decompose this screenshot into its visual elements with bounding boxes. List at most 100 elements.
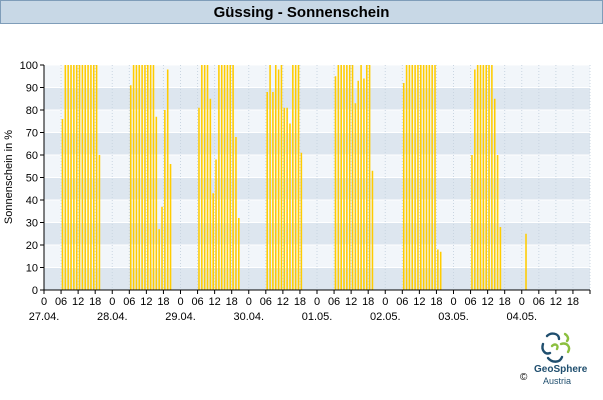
hour-tick-label: 0 (450, 296, 456, 308)
sunshine-bar (289, 123, 291, 290)
sunshine-bar (87, 65, 89, 290)
sunshine-bar (417, 65, 419, 290)
day-tick-label: 03.05. (438, 311, 469, 323)
sunshine-bar (78, 65, 81, 290)
background-band (44, 65, 590, 88)
sunshine-bar (84, 65, 87, 290)
hour-tick-label: 12 (482, 296, 494, 308)
sunshine-bar (428, 65, 431, 290)
sunshine-bar (340, 65, 342, 290)
sunshine-bar (206, 65, 209, 290)
sunshine-bar (95, 65, 98, 290)
sunshine-bar (408, 65, 411, 290)
sunshine-bar (294, 65, 297, 290)
logo-subtitle: Austria (543, 376, 572, 386)
sunshine-bar (365, 65, 368, 290)
sunshine-bar (70, 65, 72, 290)
sunshine-bar (496, 155, 499, 290)
sunshine-bar (337, 65, 340, 290)
sunshine-bar (283, 107, 286, 290)
sunshine-bar (201, 65, 203, 290)
sunshine-bar (73, 65, 75, 290)
chart-title-bar: Güssing - Sonnenschein (0, 0, 603, 24)
background-band (44, 245, 590, 268)
day-tick-label: 29.04. (165, 311, 196, 323)
sunshine-bar (147, 65, 149, 290)
sunshine-bar (368, 65, 371, 290)
sunshine-bar (351, 65, 354, 290)
sunshine-bar (357, 80, 360, 290)
sunshine-bar (220, 65, 223, 290)
sunshine-bar (476, 65, 479, 290)
sunshine-bar (226, 65, 229, 290)
sunshine-bar (493, 98, 496, 290)
hour-tick-label: 06 (55, 296, 67, 308)
background-band (44, 110, 590, 133)
sunshine-bar (64, 65, 67, 290)
sunshine-bar (431, 65, 433, 290)
y-tick-label: 50 (26, 173, 38, 185)
hour-tick-label: 06 (396, 296, 408, 308)
sunshine-bar (280, 65, 283, 290)
sunshine-bar (363, 78, 365, 290)
sunshine-bar (92, 65, 95, 290)
sunshine-bar (155, 116, 158, 290)
sunshine-bar (525, 233, 527, 290)
y-tick-labels: 0 10 20 30 40 50 60 70 80 90 100 (20, 60, 38, 297)
sunshine-bar (169, 164, 172, 290)
hour-tick-label: 18 (89, 296, 101, 308)
sunshine-bar (292, 65, 294, 290)
sunshine-bar (209, 98, 212, 290)
hour-tick-label: 0 (519, 296, 525, 308)
sunshine-bar (238, 218, 240, 290)
sunshine-bar (371, 170, 374, 290)
hour-tick-label: 06 (191, 296, 203, 308)
sunshine-bar (434, 65, 436, 290)
geosphere-logo: © GeoSphere Austria (512, 328, 602, 398)
sunshine-bar (425, 65, 428, 290)
sunshine-bar (129, 85, 132, 290)
sunshine-bar (286, 107, 288, 290)
sunshine-bar (203, 65, 206, 290)
day-tick-label: 02.05. (370, 311, 401, 323)
day-tick-label: 27.04. (29, 311, 60, 323)
y-tick-label: 100 (20, 60, 38, 72)
sunshine-bar (141, 65, 143, 290)
day-tick-label: 30.04. (233, 311, 264, 323)
geosphere-logo-mark (541, 332, 571, 363)
sunshine-bar (152, 65, 155, 290)
sunshine-bar (474, 69, 476, 290)
sunshine-bar (488, 65, 490, 290)
hour-tick-label: 06 (260, 296, 272, 308)
sunshine-bar (61, 119, 64, 290)
sunshine-bar (164, 110, 166, 290)
hour-tick-label: 0 (246, 296, 252, 308)
y-tick-label: 40 (26, 195, 38, 207)
sunshine-bar (402, 83, 405, 290)
hour-tick-label: 18 (430, 296, 442, 308)
sunshine-bar (198, 107, 200, 290)
sunshine-bar (269, 65, 271, 290)
y-tick-label: 20 (26, 240, 38, 252)
hour-tick-label: 12 (140, 296, 152, 308)
sunshine-bar (277, 69, 280, 290)
sunshine-bar (491, 65, 493, 290)
y-tick-label: 80 (26, 105, 38, 117)
hour-tick-label: 0 (314, 296, 320, 308)
background-band (44, 200, 590, 223)
chart-axes (40, 64, 591, 294)
logo-name: GeoSphere (534, 364, 588, 375)
sunshine-bar (212, 193, 214, 290)
hour-tick-label: 06 (464, 296, 476, 308)
hour-tick-label: 18 (157, 296, 169, 308)
sunshine-bar (90, 65, 92, 290)
sunshine-bar (405, 65, 408, 290)
sunshine-bar (166, 69, 169, 290)
sunshine-bar (360, 65, 362, 290)
y-tick-label: 0 (32, 285, 38, 297)
hour-tick-label: 12 (277, 296, 289, 308)
hour-tick-label: 18 (294, 296, 306, 308)
sunshine-bar (414, 65, 416, 290)
sunshine-bar (138, 65, 141, 290)
